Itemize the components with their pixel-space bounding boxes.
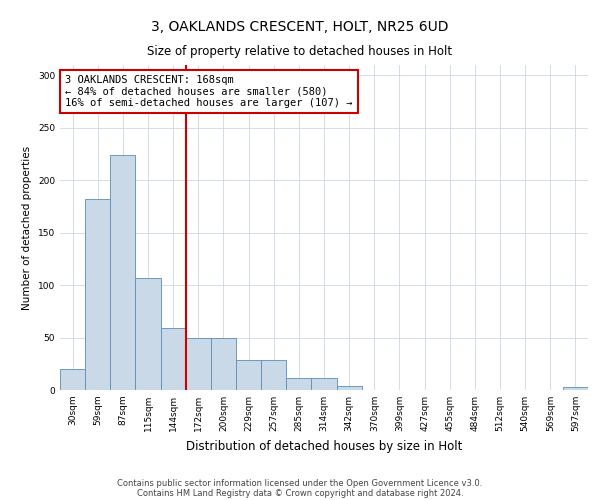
Bar [85, 199, 110, 390]
Bar [110, 155, 136, 390]
Bar [337, 386, 362, 390]
Bar [60, 369, 85, 390]
Bar [563, 387, 588, 390]
Text: 3 OAKLANDS CRESCENT: 168sqm
← 84% of detached houses are smaller (580)
16% of se: 3 OAKLANDS CRESCENT: 168sqm ← 84% of det… [65, 74, 353, 108]
Text: 3, OAKLANDS CRESCENT, HOLT, NR25 6UD: 3, OAKLANDS CRESCENT, HOLT, NR25 6UD [151, 20, 449, 34]
X-axis label: Distribution of detached houses by size in Holt: Distribution of detached houses by size … [186, 440, 462, 452]
Bar [261, 360, 286, 390]
Bar [211, 338, 236, 390]
Bar [161, 328, 186, 390]
Y-axis label: Number of detached properties: Number of detached properties [22, 146, 32, 310]
Text: Contains public sector information licensed under the Open Government Licence v3: Contains public sector information licen… [118, 478, 482, 488]
Bar [136, 278, 161, 390]
Bar [236, 360, 261, 390]
Text: Size of property relative to detached houses in Holt: Size of property relative to detached ho… [148, 45, 452, 58]
Bar [186, 338, 211, 390]
Bar [311, 378, 337, 390]
Bar [286, 378, 311, 390]
Text: Contains HM Land Registry data © Crown copyright and database right 2024.: Contains HM Land Registry data © Crown c… [137, 488, 463, 498]
